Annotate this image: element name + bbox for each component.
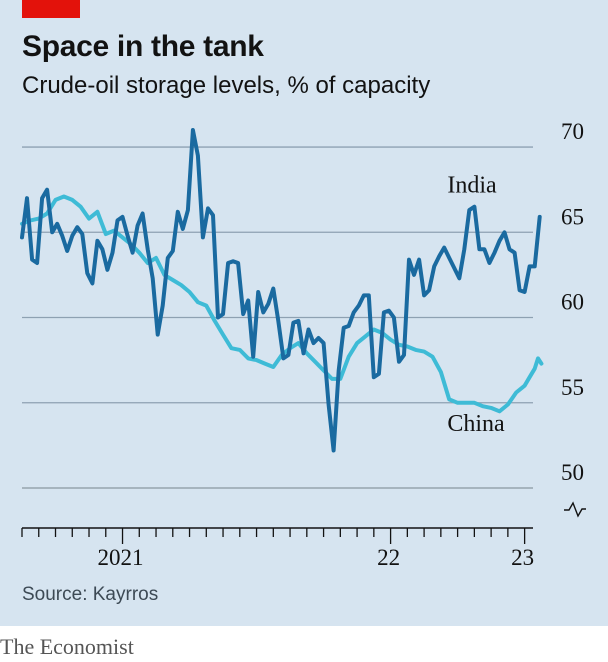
axis-break-mark <box>564 501 586 518</box>
brand-red-tag <box>22 0 80 18</box>
x-axis: 2021 22 23 <box>21 527 534 570</box>
series-lines <box>20 128 544 453</box>
y-tick-label-65: 65 <box>561 204 584 229</box>
y-tick-label-55: 55 <box>561 375 584 400</box>
x-tick-label-22: 22 <box>377 545 400 570</box>
chart-title: Space in the tank <box>22 30 264 63</box>
y-tick-label-50: 50 <box>561 460 584 485</box>
y-tick-label-70: 70 <box>561 119 584 144</box>
china-series-label: China <box>447 411 505 437</box>
series-labels: China India <box>447 173 505 438</box>
y-tick-label-60: 60 <box>561 290 584 315</box>
chart-subtitle: Crude-oil storage levels, % of capacity <box>22 72 431 99</box>
india-series-line <box>20 128 542 453</box>
source-note: Source: Kayrros <box>22 584 159 605</box>
india-series-label: India <box>447 173 497 199</box>
brand-logo-text: The Economist <box>0 634 134 659</box>
y-axis-labels: 50 55 60 65 70 <box>561 119 586 518</box>
line-chart: 50 55 60 65 70 2021 22 23 China India <box>20 119 586 570</box>
china-series-line <box>20 194 544 414</box>
chart-panel <box>0 0 608 626</box>
x-tick-label-23: 23 <box>511 545 534 570</box>
x-tick-label-2021: 2021 <box>98 545 144 570</box>
